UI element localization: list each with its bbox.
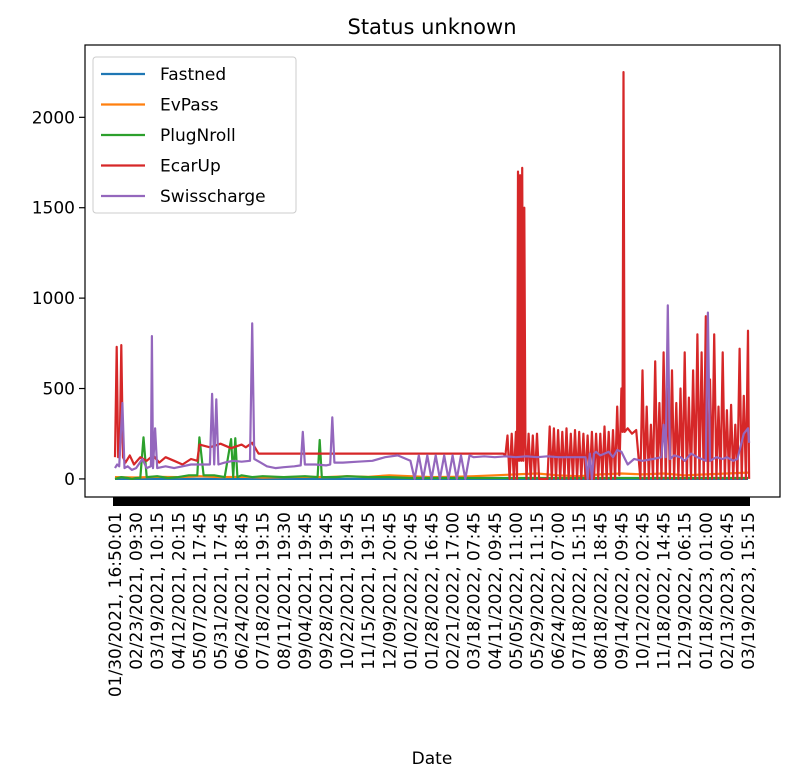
- x-tick-label: 01/30/2021, 16:50:01: [106, 512, 126, 697]
- legend-label-plugnroll: PlugNroll: [160, 126, 236, 146]
- x-tick-label: 05/05/2022, 11:00: [507, 512, 527, 670]
- x-tick-label: 02/13/2023, 00:45: [718, 512, 738, 670]
- series-line-swisscharge: [114, 304, 751, 480]
- y-axis: 0 500 1000 1500 2000: [32, 108, 85, 490]
- x-tick-label: 10/22/2021, 19:45: [338, 512, 358, 670]
- x-tick-label: 11/15/2021, 19:15: [359, 512, 379, 670]
- x-tick-label: 01/28/2022, 16:45: [423, 512, 443, 670]
- legend-label-ecarup: EcarUp: [160, 157, 221, 177]
- x-tick-label: 12/19/2022, 06:15: [676, 512, 696, 670]
- x-tick-label: 08/11/2021, 19:30: [275, 512, 295, 670]
- x-tick-label: 07/18/2022, 15:15: [570, 512, 590, 670]
- legend: Fastned EvPass PlugNroll EcarUp Swisscharge: [92, 56, 297, 214]
- x-tick-label: 12/09/2021, 20:45: [380, 512, 400, 670]
- legend-label-evpass: EvPass: [160, 96, 219, 116]
- x-tick-label: 05/29/2022, 11:15: [528, 512, 548, 670]
- x-tick-label: 03/18/2022, 07:45: [465, 512, 485, 670]
- x-axis-tick-band: [113, 497, 750, 506]
- x-tick-label: 08/18/2022, 18:45: [591, 512, 611, 670]
- y-tick-label: 0: [64, 470, 75, 490]
- y-tick-label: 1500: [32, 199, 75, 219]
- series-line-ecarup: [113, 71, 751, 480]
- series-line-plugnroll: [114, 436, 748, 480]
- x-tick-label: 02/23/2021, 09:30: [127, 512, 147, 670]
- x-tick-label: 11/18/2022, 14:45: [655, 512, 675, 670]
- chart-title: Status unknown: [347, 15, 516, 39]
- x-tick-label: 01/02/2022, 20:45: [401, 512, 421, 670]
- x-tick-label: 09/14/2022, 09:45: [612, 512, 632, 670]
- y-tick-label: 1000: [32, 289, 75, 309]
- y-tick-label: 500: [43, 380, 75, 400]
- legend-box: [92, 56, 297, 214]
- x-tick-label: 04/11/2022, 09:45: [486, 512, 506, 670]
- x-tick-label: 02/21/2022, 17:00: [444, 512, 464, 670]
- x-tick-label: 09/04/2021, 19:45: [296, 512, 316, 670]
- legend-label-fastned: Fastned: [160, 65, 226, 85]
- x-tick-label: 05/31/2021, 17:45: [212, 512, 232, 670]
- x-tick-label: 09/28/2021, 19:45: [317, 512, 337, 670]
- legend-label-swisscharge: Swisscharge: [160, 187, 266, 207]
- x-tick-label: 10/12/2022, 02:45: [634, 512, 654, 670]
- x-tick-label: 01/18/2023, 01:00: [697, 512, 717, 670]
- plot-lines: [113, 71, 751, 480]
- x-tick-label: 06/24/2021, 18:45: [233, 512, 253, 670]
- x-tick-label: 05/07/2021, 17:45: [190, 512, 210, 670]
- x-tick-label: 07/18/2021, 19:15: [254, 512, 274, 670]
- x-axis: 01/30/2021, 16:50:01 02/23/2021, 09:30 03/…: [106, 512, 759, 697]
- x-axis-label: Date: [412, 749, 453, 769]
- x-tick-label: 06/24/2022, 07:00: [549, 512, 569, 670]
- x-tick-label: 04/12/2021, 20:15: [169, 512, 189, 670]
- x-tick-label: 03/19/2021, 10:15: [148, 512, 168, 670]
- x-tick-label: 03/19/2023, 15:15: [739, 512, 759, 670]
- y-tick-label: 2000: [32, 108, 75, 128]
